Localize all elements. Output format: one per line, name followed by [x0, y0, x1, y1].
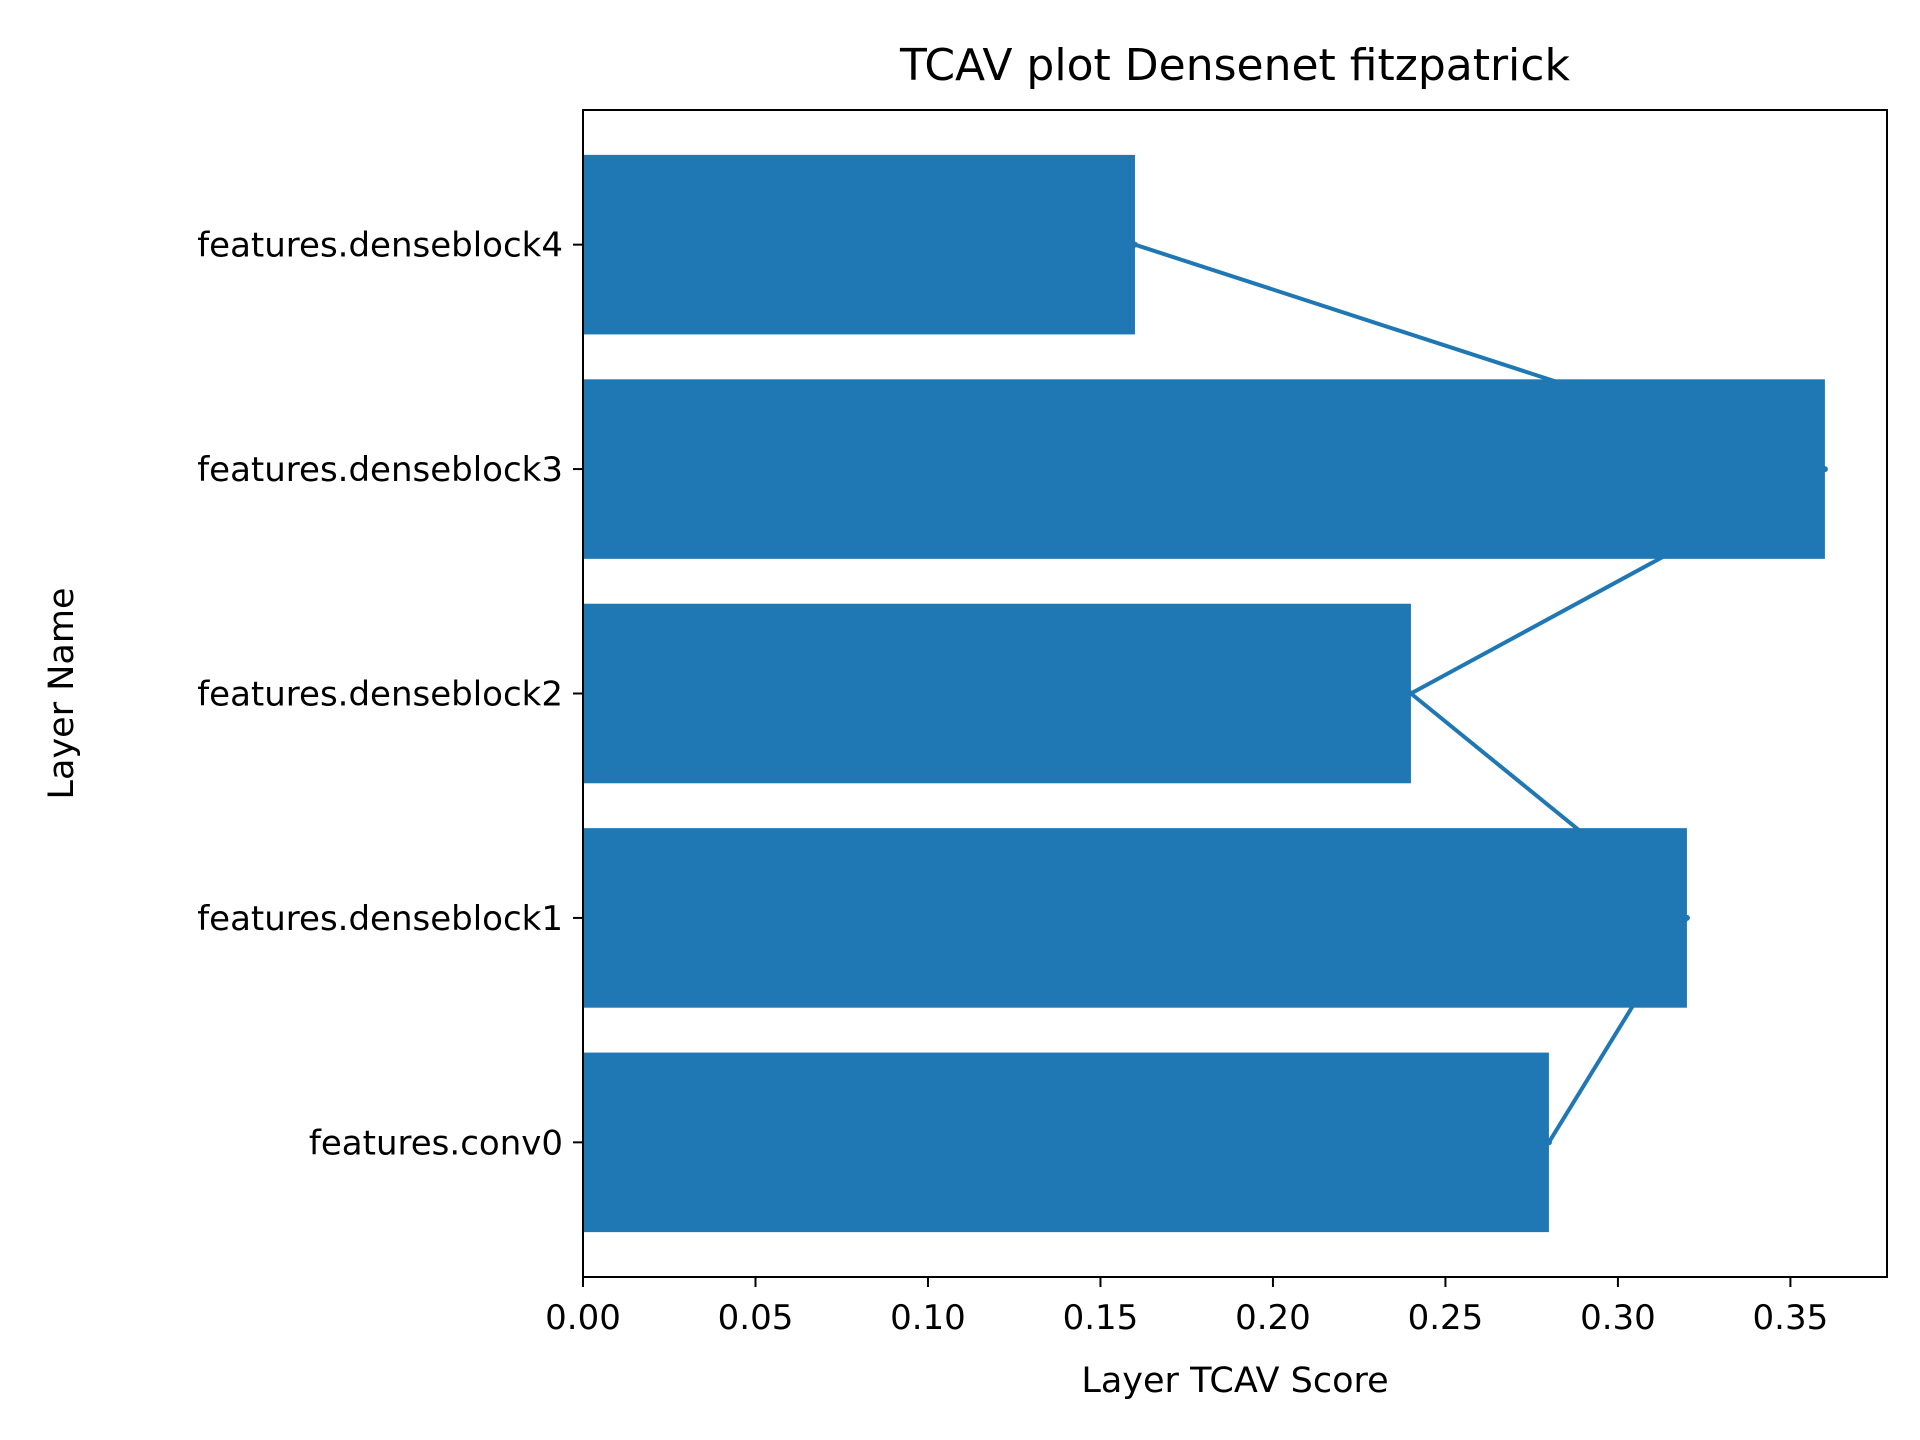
x-tick-label: 0.10 [890, 1298, 966, 1338]
y-tick-label: features.denseblock2 [197, 675, 563, 715]
bar-features-denseblock2 [583, 603, 1411, 784]
bar-features-denseblock4 [583, 154, 1135, 335]
x-tick-label: 0.35 [1753, 1298, 1829, 1338]
x-axis-label: Layer TCAV Score [1081, 1361, 1388, 1401]
x-tick-label: 0.30 [1580, 1298, 1656, 1338]
y-tick-label: features.denseblock3 [197, 450, 563, 490]
y-tick-label: features.conv0 [309, 1123, 563, 1163]
overlay-point [1407, 690, 1414, 697]
overlay-point [1821, 466, 1828, 473]
overlay-point [1683, 914, 1690, 921]
x-tick-label: 0.15 [1063, 1298, 1139, 1338]
chart-title: TCAV plot Densenet fitzpatrick [899, 40, 1570, 91]
x-axis-ticks: 0.00 0.05 0.10 0.15 0.20 0.25 0.30 0.35 [545, 1277, 1828, 1338]
x-tick-label: 0.25 [1408, 1298, 1484, 1338]
overlay-line-group [1131, 241, 1828, 1146]
bar-features-conv0 [583, 1052, 1549, 1233]
x-tick-label: 0.20 [1235, 1298, 1311, 1338]
y-tick-label: features.denseblock4 [197, 226, 563, 266]
overlay-point [1545, 1139, 1552, 1146]
bars-group [583, 154, 1825, 1233]
x-tick-label: 0.00 [545, 1298, 621, 1338]
y-axis-label: Layer Name [42, 588, 82, 800]
y-axis-ticks: features.conv0 features.denseblock1 featur… [197, 226, 583, 1163]
bar-features-denseblock1 [583, 828, 1687, 1008]
y-tick-label: features.denseblock1 [197, 899, 563, 939]
x-tick-label: 0.05 [718, 1298, 794, 1338]
bar-features-denseblock3 [583, 379, 1825, 559]
overlay-point [1131, 241, 1138, 248]
